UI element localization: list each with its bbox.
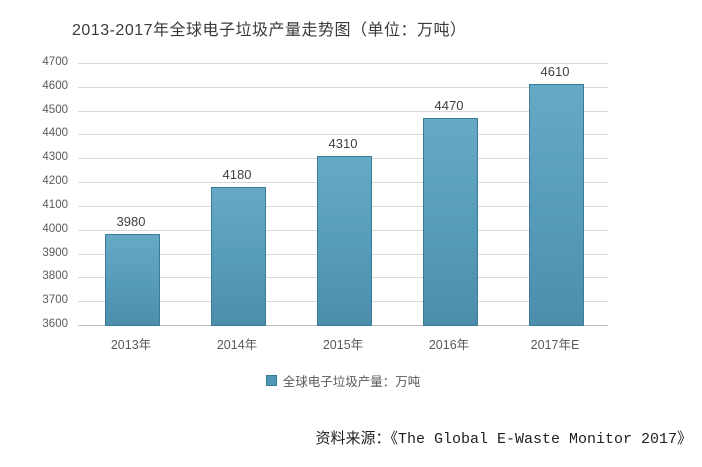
y-axis-tick-label: 4300 — [42, 151, 68, 163]
bar-2013年 — [105, 234, 160, 326]
y-axis-tick-label: 3700 — [42, 294, 68, 306]
bar-value-label: 3980 — [116, 214, 146, 229]
bar-2017年E — [529, 84, 584, 326]
legend-label: 全球电子垃圾产量：万吨 — [282, 375, 421, 389]
x-axis-tick-label: 2013年 — [110, 338, 152, 352]
y-axis-tick-label: 4000 — [42, 223, 68, 235]
y-axis-tick-label: 4600 — [42, 80, 68, 92]
legend: 全球电子垃圾产量：万吨 — [78, 371, 608, 390]
y-axis-tick-label: 4200 — [42, 175, 68, 187]
bar-value-label: 4310 — [328, 136, 358, 151]
y-axis-tick-label: 4400 — [42, 127, 68, 139]
x-axis-tick-label: 2017年E — [530, 338, 580, 352]
y-axis-tick-label: 4500 — [42, 104, 68, 116]
legend-marker-icon — [265, 375, 277, 386]
gridline-4700 — [78, 63, 608, 64]
gridline-4400 — [78, 134, 608, 135]
bar-2014年 — [211, 187, 266, 326]
y-axis-tick-label: 4700 — [42, 56, 68, 68]
bar-2016年 — [423, 118, 478, 326]
source-citation: 资料来源：《The Global E-Waste Monitor 2017》 — [315, 431, 692, 448]
gridline-4600 — [78, 87, 608, 88]
chart-title: 2013-2017年全球电子垃圾产量走势图（单位：万吨） — [72, 22, 467, 39]
x-axis-tick-label: 2015年 — [322, 338, 364, 352]
x-axis-tick-label: 2014年 — [216, 338, 258, 352]
y-axis-tick-label: 3900 — [42, 247, 68, 259]
y-axis-tick-label: 4100 — [42, 199, 68, 211]
bar-2015年 — [317, 156, 372, 326]
bar-value-label: 4610 — [540, 64, 570, 79]
x-axis-tick-label: 2016年 — [428, 338, 470, 352]
bar-value-label: 4180 — [222, 167, 252, 182]
gridline-4500 — [78, 111, 608, 112]
y-axis-tick-label: 3600 — [42, 318, 68, 330]
bar-value-label: 4470 — [434, 98, 464, 113]
y-axis-tick-label: 3800 — [42, 270, 68, 282]
